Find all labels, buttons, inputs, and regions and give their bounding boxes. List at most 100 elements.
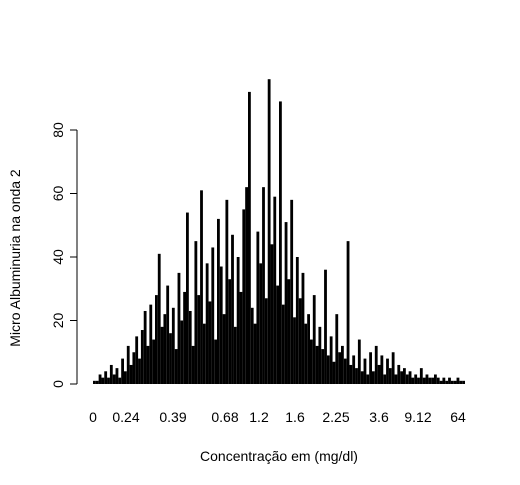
bar bbox=[135, 336, 139, 385]
bar bbox=[214, 339, 217, 384]
bar bbox=[109, 364, 113, 384]
bar bbox=[312, 295, 316, 384]
y-tick-label: 0 bbox=[50, 380, 66, 388]
x-tick-label: 64 bbox=[450, 409, 466, 425]
bar bbox=[197, 295, 201, 384]
x-tick-label: 1.6 bbox=[285, 409, 305, 425]
x-tick-label: 2.25 bbox=[322, 409, 349, 425]
bar bbox=[369, 352, 372, 384]
bar bbox=[129, 364, 133, 384]
bar bbox=[242, 209, 246, 385]
bar bbox=[124, 371, 127, 384]
bar bbox=[324, 269, 327, 384]
bars-group bbox=[93, 79, 465, 385]
bar bbox=[155, 295, 158, 384]
bar bbox=[445, 380, 449, 384]
bar bbox=[160, 326, 164, 384]
bar bbox=[425, 374, 429, 384]
bar bbox=[417, 377, 420, 384]
bar bbox=[439, 380, 443, 384]
bar bbox=[146, 345, 150, 384]
bar bbox=[126, 345, 130, 384]
bar bbox=[352, 355, 356, 384]
x-tick-label: 0.39 bbox=[159, 409, 186, 425]
bar bbox=[341, 345, 344, 384]
x-tick-label: 9.12 bbox=[404, 409, 431, 425]
bar bbox=[414, 374, 418, 384]
bar bbox=[186, 212, 189, 384]
bar bbox=[239, 291, 243, 384]
bar bbox=[411, 377, 415, 384]
y-tick-label: 40 bbox=[50, 249, 66, 265]
bar bbox=[250, 307, 254, 384]
bar bbox=[138, 358, 141, 384]
bar bbox=[326, 355, 330, 384]
bar bbox=[205, 263, 209, 384]
bar bbox=[434, 374, 437, 384]
x-tick-label: 1.2 bbox=[249, 409, 269, 425]
y-tick-label: 80 bbox=[50, 122, 66, 138]
bar bbox=[462, 380, 465, 384]
bar bbox=[363, 358, 367, 384]
y-tick-label: 60 bbox=[50, 186, 66, 202]
bar bbox=[171, 307, 175, 384]
bar bbox=[394, 374, 398, 384]
bar bbox=[188, 310, 192, 384]
bar bbox=[335, 314, 339, 384]
bar bbox=[372, 371, 375, 384]
y-tick-label: 20 bbox=[50, 313, 66, 329]
bar bbox=[169, 333, 172, 384]
bar bbox=[245, 187, 248, 384]
bar bbox=[293, 317, 296, 384]
bar bbox=[281, 304, 285, 385]
bar bbox=[405, 374, 409, 384]
bar bbox=[157, 253, 161, 384]
bar bbox=[253, 323, 257, 384]
bar bbox=[217, 218, 220, 384]
bar bbox=[357, 339, 361, 384]
bar bbox=[386, 358, 389, 384]
bar bbox=[349, 364, 353, 384]
bar bbox=[301, 272, 305, 385]
bar bbox=[121, 358, 124, 384]
bar bbox=[442, 377, 446, 384]
bar bbox=[98, 374, 102, 384]
bar bbox=[191, 345, 195, 384]
x-axis-title: Concentração em (mg/dl) bbox=[200, 448, 358, 464]
bar bbox=[95, 380, 99, 384]
bar bbox=[287, 279, 291, 384]
x-tick-label: 0 bbox=[89, 409, 97, 425]
bar bbox=[200, 190, 203, 384]
bar bbox=[338, 352, 341, 384]
bar bbox=[262, 187, 265, 384]
bar bbox=[329, 336, 333, 385]
bar bbox=[163, 314, 167, 384]
bar bbox=[112, 374, 116, 384]
bar bbox=[101, 377, 105, 384]
bar bbox=[343, 358, 347, 384]
x-tick-label: 3.6 bbox=[369, 409, 389, 425]
bar bbox=[307, 314, 310, 384]
bar bbox=[388, 368, 392, 385]
bar bbox=[211, 247, 215, 384]
x-tick-labels: 0 0.24 0.39 0.68 1.2 1.6 2.25 3.6 9.12 64 bbox=[89, 409, 466, 425]
bar bbox=[315, 345, 319, 384]
bar bbox=[231, 234, 234, 384]
bar bbox=[276, 285, 279, 384]
bar bbox=[431, 377, 434, 384]
bar bbox=[428, 377, 432, 384]
bar bbox=[377, 364, 381, 384]
bar bbox=[208, 301, 212, 384]
bar bbox=[225, 199, 229, 384]
bar bbox=[267, 79, 271, 384]
bar bbox=[279, 101, 282, 385]
bar bbox=[104, 371, 108, 384]
bar bbox=[422, 377, 426, 384]
bar bbox=[298, 298, 302, 384]
bar bbox=[248, 91, 251, 385]
x-tick-label: 0.68 bbox=[211, 409, 238, 425]
bar bbox=[304, 323, 308, 384]
y-axis-title: Micro Albuminuria na onda 2 bbox=[7, 169, 23, 347]
bar bbox=[397, 364, 401, 384]
bar bbox=[419, 368, 423, 385]
